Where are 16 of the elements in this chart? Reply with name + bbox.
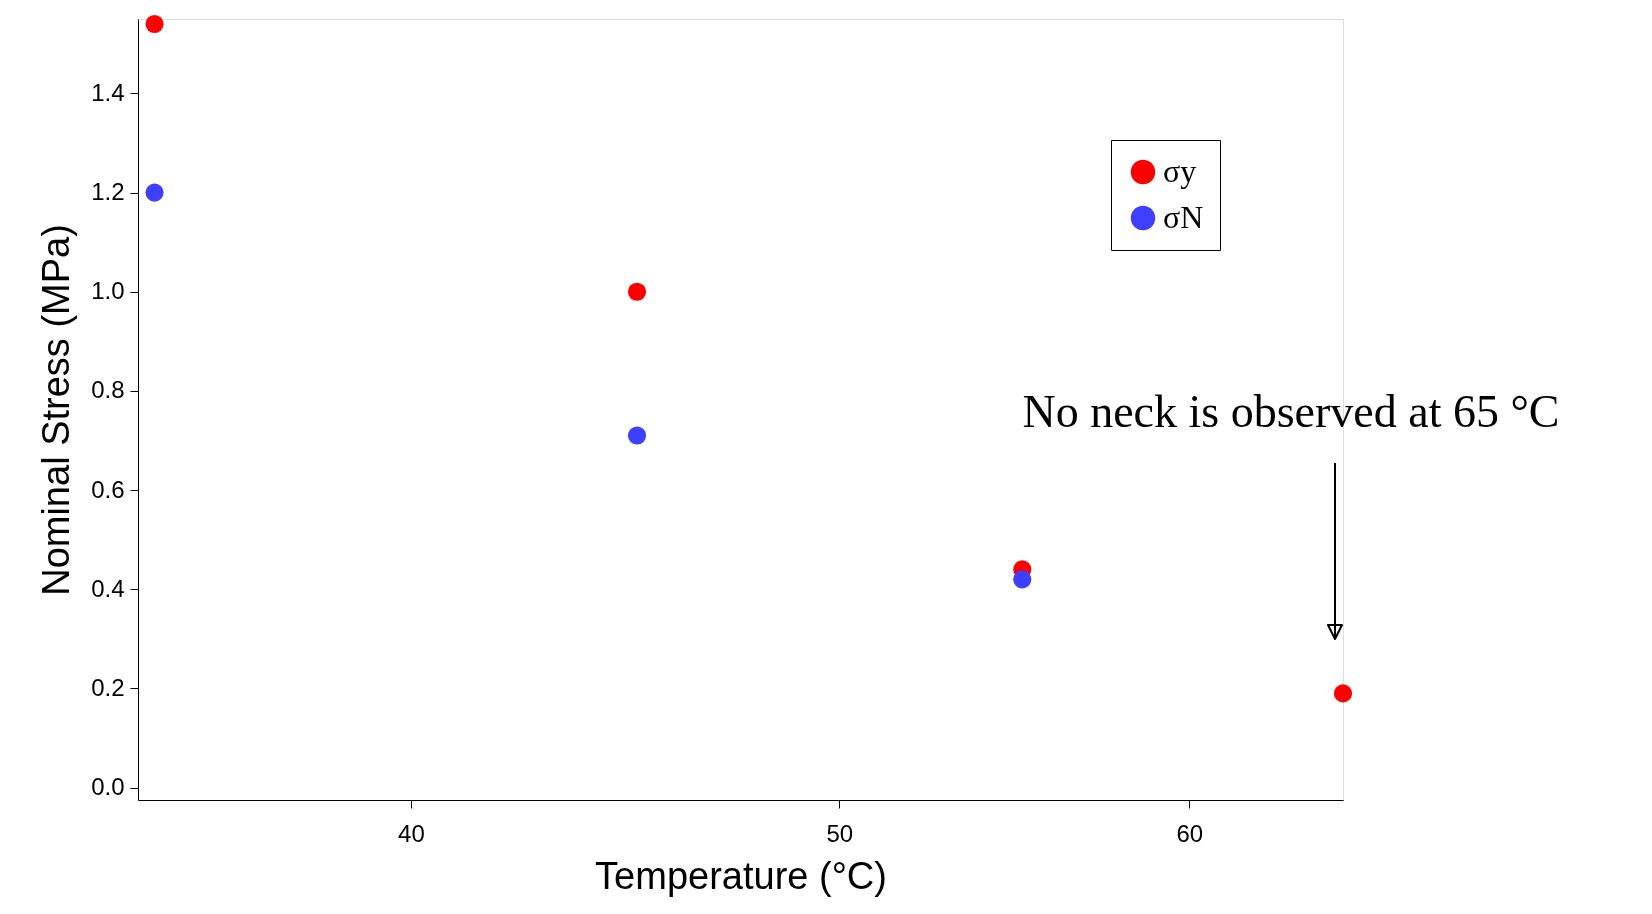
y-tick-label: 0.0	[91, 773, 125, 801]
x-axis-title: Temperature (°C)	[595, 854, 887, 897]
y-tick-label: 0.2	[91, 673, 125, 701]
x-tick-label: 60	[1176, 819, 1204, 847]
x-tick-label: 50	[826, 819, 854, 847]
y-tick-label: 0.8	[91, 376, 125, 404]
y-tick-label: 0.4	[91, 574, 125, 602]
y-tick-label: 1.2	[91, 178, 125, 206]
x-tick-label: 40	[398, 819, 425, 847]
y-tick-label: 0.6	[91, 475, 125, 503]
legend-label: σy	[1163, 153, 1197, 189]
y-tick-label: 1.4	[91, 78, 125, 106]
legend-label: σN	[1163, 199, 1204, 235]
y-axis-title: Nominal Stress (MPa)	[35, 224, 78, 596]
y-tick-label: 1.0	[91, 277, 125, 305]
annotation: No neck is observed at 65 °C	[1022, 386, 1560, 437]
